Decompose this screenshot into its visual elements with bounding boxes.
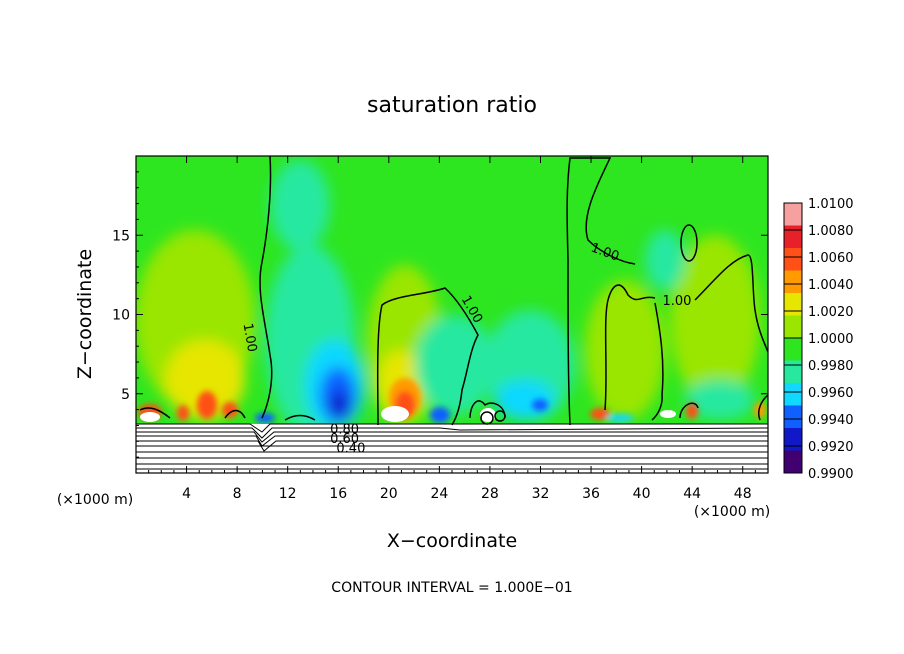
chart-title: saturation ratio xyxy=(367,93,537,118)
contour-label: 0.40 xyxy=(336,441,365,456)
contour-line xyxy=(284,414,316,421)
colorbar: 1.0100 1.0080 1.0060 1.0040 1.0020 1.0000 0.99… xyxy=(783,197,854,482)
colorbar-swatch xyxy=(784,360,802,384)
colorbar-label: 1.0060 xyxy=(808,251,854,266)
field-region xyxy=(685,380,755,420)
x-tick-label: 12 xyxy=(279,486,297,502)
x-tick-label: 4 xyxy=(182,486,191,502)
field-region xyxy=(585,280,665,420)
x-axis-label: X−coordinate xyxy=(387,530,517,552)
saturation-white xyxy=(140,412,160,422)
field-region xyxy=(686,403,698,419)
x-tick-label: 28 xyxy=(481,486,499,502)
field-region xyxy=(606,414,634,422)
contour-line xyxy=(679,402,699,419)
x-tick-label: 32 xyxy=(532,486,550,502)
field-region xyxy=(165,340,245,420)
field-region xyxy=(430,407,450,423)
y-tick-label: 10 xyxy=(112,308,130,324)
colorbar-swatch xyxy=(784,203,802,226)
saturation-white xyxy=(660,410,676,418)
colorbar-label: 0.9920 xyxy=(808,440,854,455)
colorbar-label: 0.9960 xyxy=(808,386,854,401)
plot-area: 1.001.001.001.000.800.600.40 xyxy=(136,156,768,473)
lower-dry-layer xyxy=(136,424,768,473)
saturation-field xyxy=(136,160,766,424)
stratified-contours xyxy=(136,423,768,470)
y-tick-label: 15 xyxy=(112,228,130,244)
contour-line xyxy=(694,254,768,353)
contour-line xyxy=(136,427,768,439)
contour-line xyxy=(757,394,768,421)
contour-line xyxy=(224,409,246,419)
contour-line xyxy=(566,157,636,426)
field-region xyxy=(670,235,760,405)
contour-line xyxy=(136,423,768,433)
colorbar-swatch xyxy=(784,315,802,339)
saturation-white xyxy=(381,406,409,422)
contour-line xyxy=(604,284,656,411)
field-region xyxy=(645,230,685,290)
contour-line xyxy=(376,287,479,426)
contour-line xyxy=(136,431,768,443)
contour-line xyxy=(136,440,768,452)
colorbar-swatch xyxy=(784,270,802,294)
contour-line xyxy=(259,156,273,419)
field-region xyxy=(415,315,495,415)
x-tick-label: 16 xyxy=(329,486,347,502)
colorbar-label: 0.9900 xyxy=(808,467,854,482)
x-tick-label: 36 xyxy=(582,486,600,502)
x-tick-label: 44 xyxy=(683,486,701,502)
contour-line xyxy=(494,410,506,422)
contour-label: 1.00 xyxy=(663,294,692,309)
x-tick-label: 24 xyxy=(430,486,448,502)
contour-label: 0.60 xyxy=(330,432,359,447)
colorbar-swatch xyxy=(784,248,802,271)
contour-label: 0.80 xyxy=(330,422,359,437)
field-region xyxy=(177,405,189,421)
contour-line xyxy=(139,407,171,419)
contour-label: 1.00 xyxy=(240,322,260,353)
x-tick-label: 40 xyxy=(633,486,651,502)
contour-line xyxy=(680,224,698,262)
contour-interval-text: CONTOUR INTERVAL = 1.000E−01 xyxy=(331,580,572,596)
contour-line xyxy=(469,400,506,419)
x-axis: 4 8 12 16 20 24 28 32 36 40 44 48 xyxy=(148,156,756,502)
field-region xyxy=(330,391,350,419)
colorbar-swatch xyxy=(784,383,802,406)
colorbar-label: 1.0040 xyxy=(808,278,854,293)
saturation-white xyxy=(480,408,496,422)
x-tick-label: 48 xyxy=(734,486,752,502)
field-region xyxy=(754,402,766,418)
field-region xyxy=(532,399,548,411)
colorbar-swatch xyxy=(784,338,802,361)
colorbar-label: 1.0020 xyxy=(808,305,854,320)
colorbar-swatch xyxy=(784,225,802,249)
colorbar-swatch xyxy=(784,405,802,429)
field-region xyxy=(590,408,610,420)
x-tick-label: 8 xyxy=(233,486,242,502)
y-tick-label: 5 xyxy=(121,387,130,403)
y-axis: 5 10 15 xyxy=(112,171,768,458)
y-unit-label: (×1000 m) xyxy=(57,492,133,508)
x-tick-label: 20 xyxy=(380,486,398,502)
x-unit-label: (×1000 m) xyxy=(694,504,770,520)
field-region xyxy=(255,413,275,423)
colorbar-swatch xyxy=(784,293,802,316)
colorbar-swatch xyxy=(784,428,802,451)
colorbar-label: 0.9980 xyxy=(808,359,854,374)
contour-lines xyxy=(139,156,768,426)
colorbar-label: 1.0000 xyxy=(808,332,854,347)
field-region xyxy=(222,402,238,418)
field-region xyxy=(197,391,217,419)
y-axis-label: Z−coordinate xyxy=(74,249,96,379)
colorbar-swatch xyxy=(784,450,802,474)
contour-line xyxy=(651,302,664,421)
colorbar-label: 1.0100 xyxy=(808,197,854,212)
colorbar-label: 0.9940 xyxy=(808,413,854,428)
field-region xyxy=(270,160,330,250)
colorbar-label: 1.0080 xyxy=(808,224,854,239)
